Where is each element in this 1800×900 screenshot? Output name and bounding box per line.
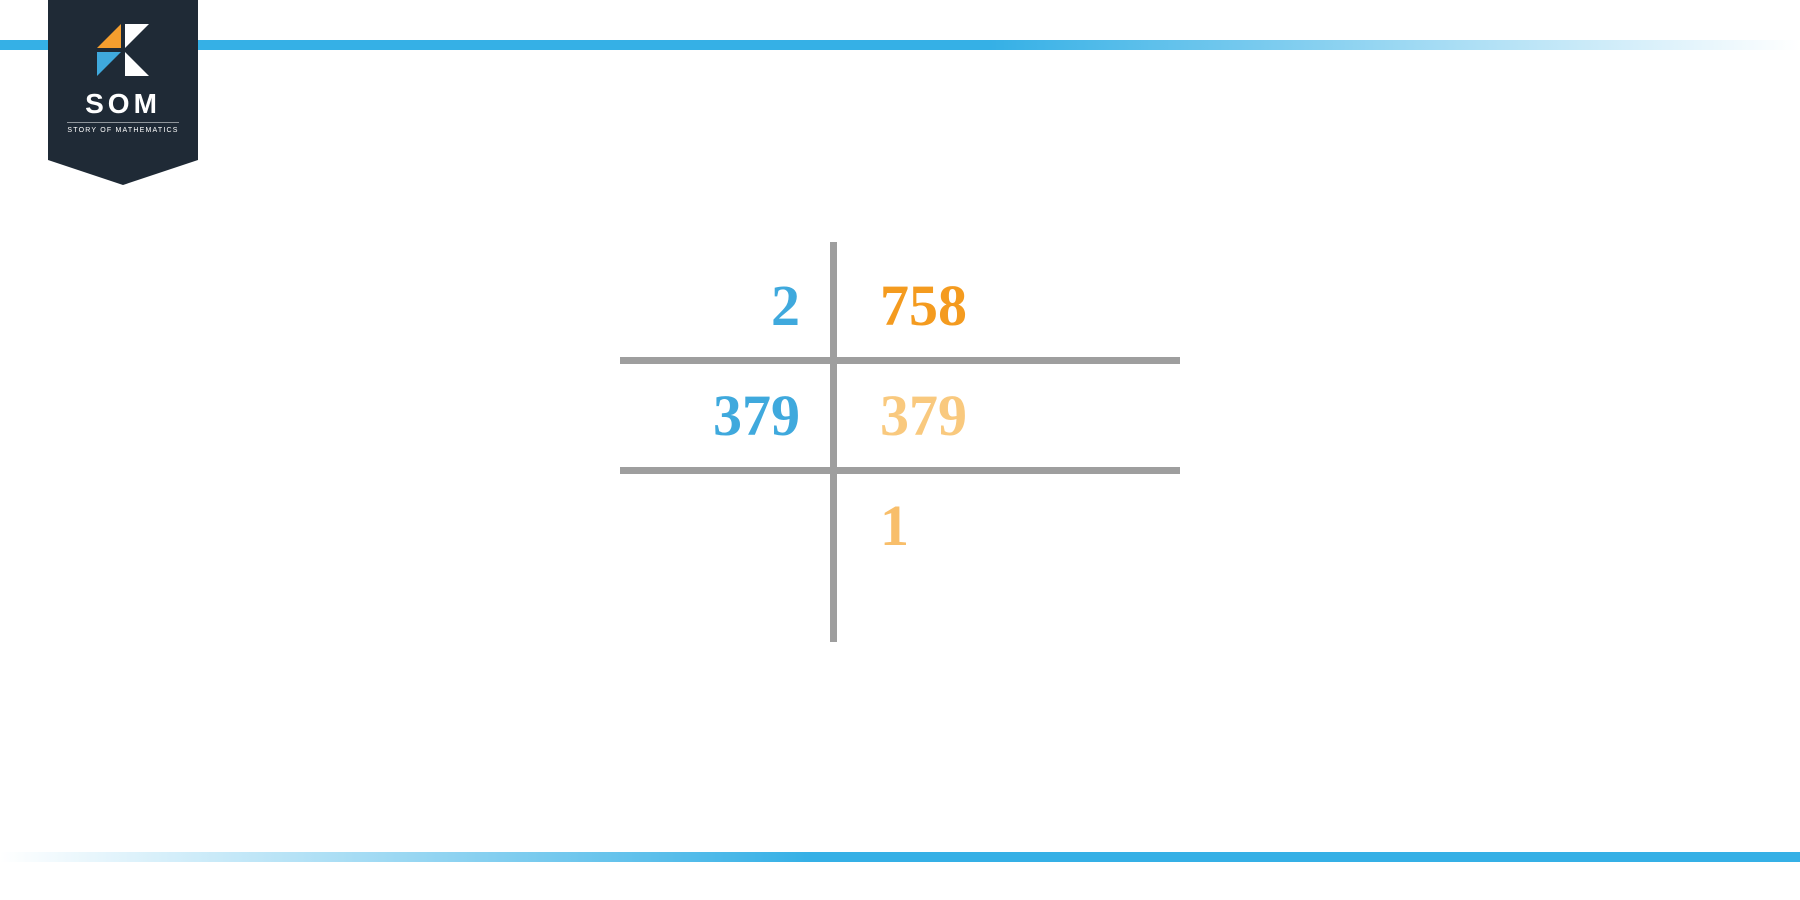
brand-inner: SOM STORY OF MATHEMATICS — [48, 22, 198, 134]
divisor-0: 2 — [620, 277, 800, 335]
value-2: 1 — [880, 497, 1180, 555]
mark-tri-br — [125, 52, 149, 76]
value-1: 379 — [880, 387, 1180, 445]
bottom-accent-bar — [0, 852, 1800, 862]
factorization-diagram: 2 758 379 379 1 — [620, 242, 1180, 642]
h-divider-0 — [620, 357, 1180, 364]
value-0: 758 — [880, 277, 1180, 335]
top-bar-right — [990, 40, 1800, 50]
bottom-bar-left — [0, 852, 810, 862]
brand-mark-icon — [95, 22, 151, 78]
brand-tagline: STORY OF MATHEMATICS — [67, 122, 178, 134]
mark-tri-tr — [125, 24, 149, 48]
h-divider-1 — [620, 467, 1180, 474]
top-accent-bar — [0, 40, 1800, 50]
brand-name: SOM — [85, 90, 161, 118]
brand-badge: SOM STORY OF MATHEMATICS — [48, 0, 198, 185]
divisor-1: 379 — [620, 387, 800, 445]
mark-tri-tl — [97, 24, 121, 48]
mark-tri-bl — [97, 52, 121, 76]
vertical-divider — [830, 242, 837, 642]
bottom-bar-right — [810, 852, 1800, 862]
